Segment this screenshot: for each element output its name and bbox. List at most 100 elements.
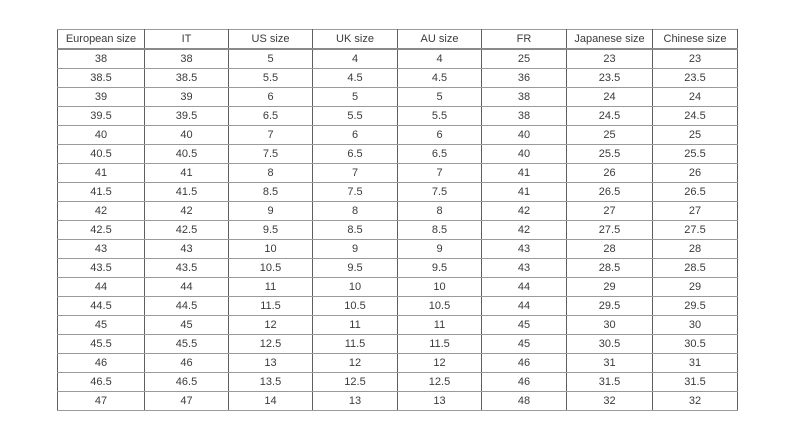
table-row: 45.5 45.5 12.5 11.5 11.5 45 30.5 30.5 — [57, 334, 738, 354]
table-cell: 23 — [566, 48, 653, 69]
table-cell: 41.5 — [57, 182, 145, 202]
table-cell: 7 — [397, 163, 482, 183]
table-cell: 42 — [481, 201, 567, 221]
table-cell: 10 — [228, 239, 313, 259]
table-cell: 7 — [312, 163, 398, 183]
table-cell: 41.5 — [144, 182, 229, 202]
table-row: 40.5 40.5 7.5 6.5 6.5 40 25.5 25.5 — [57, 144, 738, 164]
table-cell: 29 — [652, 277, 738, 297]
table-cell: 42 — [481, 220, 567, 240]
table-cell: 6.5 — [228, 106, 313, 126]
table-cell: 44 — [57, 277, 145, 297]
table-row: 42.5 42.5 9.5 8.5 8.5 42 27.5 27.5 — [57, 220, 738, 240]
table-cell: 9 — [228, 201, 313, 221]
table-cell: 8 — [397, 201, 482, 221]
table-cell: 29 — [566, 277, 653, 297]
table-cell: 45.5 — [57, 334, 145, 354]
table-cell: 24.5 — [566, 106, 653, 126]
table-cell: 39.5 — [144, 106, 229, 126]
table-cell: 38 — [57, 48, 145, 69]
table-cell: 46.5 — [57, 372, 145, 392]
table-cell: 26.5 — [652, 182, 738, 202]
table-cell: 46 — [144, 353, 229, 373]
table-cell: 12.5 — [228, 334, 313, 354]
table-row: 45 45 12 11 11 45 30 30 — [57, 315, 738, 335]
table-row: 42 42 9 8 8 42 27 27 — [57, 201, 738, 221]
table-row: 41.5 41.5 8.5 7.5 7.5 41 26.5 26.5 — [57, 182, 738, 202]
table-cell: 11 — [228, 277, 313, 297]
table-cell: 43 — [481, 239, 567, 259]
table-cell: 42.5 — [144, 220, 229, 240]
table-cell: 9.5 — [312, 258, 398, 278]
table-cell: 26 — [566, 163, 653, 183]
table-cell: 25.5 — [566, 144, 653, 164]
table-cell: 28.5 — [652, 258, 738, 278]
table-cell: 27.5 — [566, 220, 653, 240]
table-row: 44.5 44.5 11.5 10.5 10.5 44 29.5 29.5 — [57, 296, 738, 316]
table-cell: 30 — [652, 315, 738, 335]
table-cell: 9 — [397, 239, 482, 259]
table-cell: 41 — [144, 163, 229, 183]
table-row: 38 38 5 4 4 25 23 23 — [57, 48, 738, 69]
table-cell: 30.5 — [566, 334, 653, 354]
table-cell: 7.5 — [228, 144, 313, 164]
table-cell: 25 — [566, 125, 653, 145]
table-cell: 9.5 — [228, 220, 313, 240]
table-cell: 8 — [228, 163, 313, 183]
table-cell: 24.5 — [652, 106, 738, 126]
table-cell: 11 — [397, 315, 482, 335]
table-cell: 41 — [481, 163, 567, 183]
table-cell: 30.5 — [652, 334, 738, 354]
table-cell: 45 — [57, 315, 145, 335]
table-cell: 10 — [312, 277, 398, 297]
table-cell: 43 — [144, 239, 229, 259]
table-cell: 38.5 — [144, 68, 229, 88]
table-cell: 11.5 — [312, 334, 398, 354]
table-cell: 6 — [312, 125, 398, 145]
table-cell: 4.5 — [312, 68, 398, 88]
table-cell: 45 — [144, 315, 229, 335]
table-cell: 40 — [144, 125, 229, 145]
table-cell: 24 — [566, 87, 653, 107]
table-cell: 5.5 — [397, 106, 482, 126]
table-cell: 23.5 — [652, 68, 738, 88]
table-cell: 8.5 — [312, 220, 398, 240]
header-cell-uk-size: UK size — [312, 29, 398, 50]
table-cell: 31 — [652, 353, 738, 373]
table-cell: 9.5 — [397, 258, 482, 278]
header-cell-japanese-size: Japanese size — [566, 29, 653, 50]
table-cell: 28 — [566, 239, 653, 259]
table-cell: 13.5 — [228, 372, 313, 392]
table-cell: 10.5 — [312, 296, 398, 316]
table-cell: 5 — [228, 48, 313, 69]
table-cell: 13 — [228, 353, 313, 373]
header-cell-fr-size: FR — [481, 29, 567, 50]
table-cell: 4.5 — [397, 68, 482, 88]
table-cell: 11.5 — [228, 296, 313, 316]
table-cell: 5.5 — [312, 106, 398, 126]
table-cell: 12 — [228, 315, 313, 335]
table-cell: 48 — [481, 391, 567, 411]
table-cell: 11.5 — [397, 334, 482, 354]
table-row: 43 43 10 9 9 43 28 28 — [57, 239, 738, 259]
table-cell: 38 — [481, 106, 567, 126]
table-cell: 39 — [144, 87, 229, 107]
table-cell: 42 — [57, 201, 145, 221]
table-cell: 31 — [566, 353, 653, 373]
table-header-row: European size IT US size UK size AU size… — [57, 29, 738, 50]
table-cell: 47 — [57, 391, 145, 411]
table-cell: 40 — [57, 125, 145, 145]
table-cell: 46 — [57, 353, 145, 373]
table-row: 39.5 39.5 6.5 5.5 5.5 38 24.5 24.5 — [57, 106, 738, 126]
table-cell: 40 — [481, 144, 567, 164]
table-cell: 45 — [481, 315, 567, 335]
table-cell: 4 — [397, 48, 482, 69]
table-row: 41 41 8 7 7 41 26 26 — [57, 163, 738, 183]
table-header: European size IT US size UK size AU size… — [57, 29, 738, 50]
table-cell: 40 — [481, 125, 567, 145]
table-cell: 9 — [312, 239, 398, 259]
table-cell: 8.5 — [228, 182, 313, 202]
table-cell: 45.5 — [144, 334, 229, 354]
table-cell: 43.5 — [57, 258, 145, 278]
